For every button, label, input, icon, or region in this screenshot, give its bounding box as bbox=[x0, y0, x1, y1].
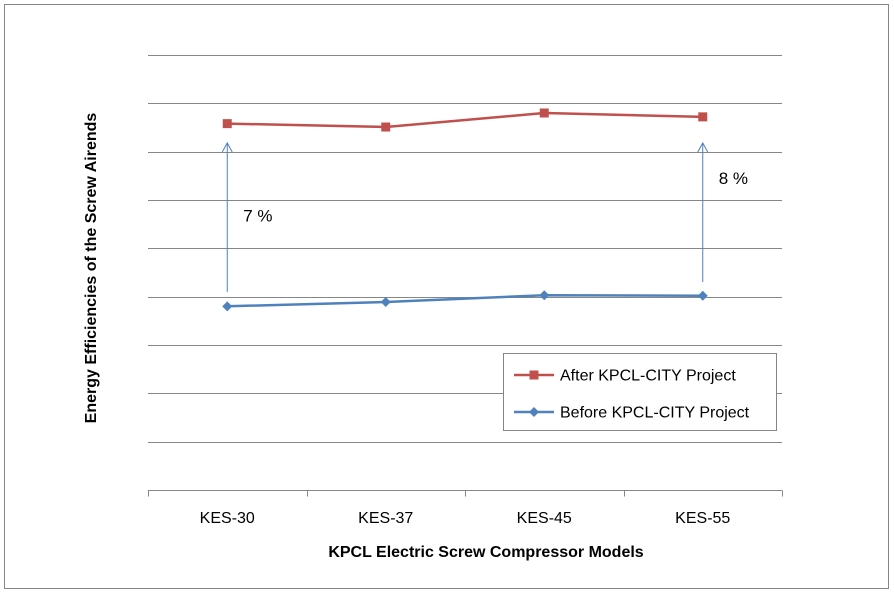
x-tick-label: KES-30 bbox=[200, 510, 255, 527]
series-2 bbox=[222, 290, 708, 312]
data-point-diamond bbox=[380, 296, 391, 307]
annotation-2: 8 % bbox=[697, 141, 748, 283]
y-axis-title: Energy Efficiencies of the Screw Airends bbox=[83, 113, 100, 424]
legend-label: Before KPCL-CITY Project bbox=[560, 405, 750, 422]
x-tick-labels: KES-30 KES-37 KES-45 KES-55 bbox=[200, 510, 731, 527]
legend-label: After KPCL-CITY Project bbox=[560, 368, 736, 385]
x-axis bbox=[148, 490, 783, 497]
data-point-diamond bbox=[539, 290, 550, 301]
legend-item-1: After KPCL-CITY Project bbox=[514, 368, 736, 385]
gridlines bbox=[148, 55, 782, 443]
data-point-square bbox=[381, 122, 391, 132]
legend-item-2: Before KPCL-CITY Project bbox=[514, 405, 750, 422]
x-axis-title: KPCL Electric Screw Compressor Models bbox=[328, 544, 643, 561]
series-1 bbox=[222, 108, 708, 132]
legend-marker-diamond bbox=[529, 407, 539, 417]
annotations: 7 % 8 % bbox=[221, 141, 748, 292]
x-tick-label: KES-37 bbox=[358, 510, 413, 527]
x-tick-label: KES-45 bbox=[517, 510, 572, 527]
data-point-diamond bbox=[222, 301, 233, 312]
data-point-square bbox=[698, 112, 708, 122]
annotation-label: 8 % bbox=[719, 169, 748, 188]
x-tick-label: KES-55 bbox=[675, 510, 730, 527]
annotation-1: 7 % bbox=[221, 141, 273, 292]
series-layer bbox=[222, 108, 708, 312]
legend: After KPCL-CITY Project Before KPCL-CITY … bbox=[503, 353, 777, 431]
data-point-square bbox=[539, 108, 549, 118]
legend-box bbox=[503, 353, 777, 431]
chart-frame bbox=[4, 4, 889, 589]
annotation-arrow-head bbox=[697, 141, 709, 153]
series-line bbox=[227, 293, 703, 308]
data-point-square bbox=[222, 119, 232, 129]
data-point-diamond bbox=[697, 290, 708, 301]
legend-marker-square bbox=[529, 370, 539, 380]
series-line bbox=[227, 111, 703, 129]
annotation-label: 7 % bbox=[243, 206, 272, 225]
annotation-arrow-head bbox=[221, 141, 233, 153]
